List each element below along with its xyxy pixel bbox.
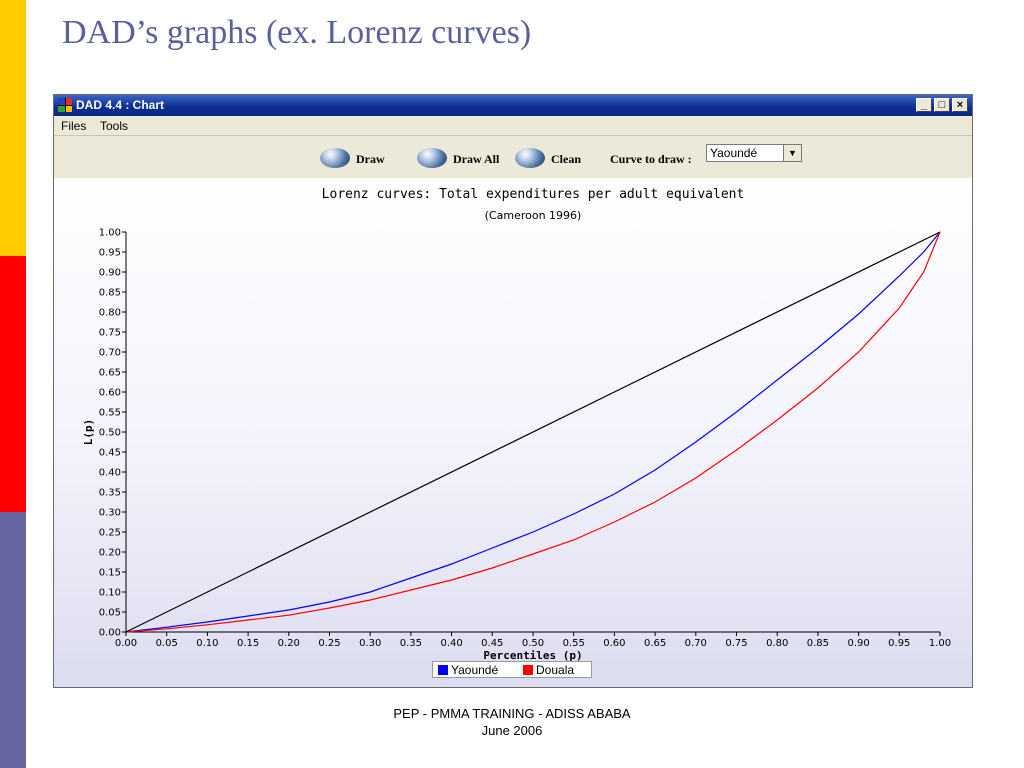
footer-line-1: PEP - PMMA TRAINING - ADISS ABABA xyxy=(393,706,631,721)
maximize-button[interactable]: □ xyxy=(934,98,950,112)
y-tick-label: 0.95 xyxy=(99,248,121,259)
dad-chart-window: DAD 4.4 : Chart _ □ × Files Tools Draw D… xyxy=(53,94,973,688)
menu-bar: Files Tools xyxy=(54,116,972,135)
y-axis-label: L(p) xyxy=(82,419,95,446)
clean-button[interactable]: Clean xyxy=(551,152,581,166)
x-tick-label: 0.40 xyxy=(440,638,462,649)
toolbar: Draw Draw All Clean Curve to draw : Yaou… xyxy=(54,135,972,178)
close-button[interactable]: × xyxy=(952,98,968,112)
lorenz-chart: Lorenz curves: Total expenditures per ad… xyxy=(82,187,951,662)
x-tick-label: 0.35 xyxy=(400,638,422,649)
y-tick-label: 0.15 xyxy=(99,568,121,579)
app-icon xyxy=(58,98,72,112)
y-tick-label: 0.10 xyxy=(99,588,121,599)
curve-select-value: Yaoundé xyxy=(710,146,758,160)
legend-label-douala: Douala xyxy=(536,663,575,677)
y-tick-label: 0.05 xyxy=(99,608,121,619)
draw-button[interactable]: Draw xyxy=(356,152,385,166)
y-tick-label: 0.50 xyxy=(99,428,121,439)
x-tick-label: 0.60 xyxy=(603,638,625,649)
stripe-red xyxy=(0,256,26,512)
y-tick-label: 0.40 xyxy=(99,468,121,479)
x-tick-label: 1.00 xyxy=(929,638,951,649)
y-tick-label: 0.70 xyxy=(99,348,121,359)
legend-swatch-yaounde xyxy=(438,665,448,675)
x-axis-label: Percentiles (p) xyxy=(483,649,582,662)
x-tick-label: 0.20 xyxy=(278,638,300,649)
footer-line-2: June 2006 xyxy=(481,723,543,738)
minimize-button[interactable]: _ xyxy=(916,98,932,112)
y-tick-label: 0.00 xyxy=(99,628,121,639)
chart-legend: Yaoundé Douala xyxy=(432,661,592,678)
x-tick-label: 0.25 xyxy=(318,638,340,649)
x-tick-label: 0.45 xyxy=(481,638,503,649)
y-tick-label: 0.75 xyxy=(99,328,121,339)
legend-label-yaounde: Yaoundé xyxy=(451,663,499,677)
window-controls: _ □ × xyxy=(916,98,968,112)
y-tick-label: 0.80 xyxy=(99,308,121,319)
x-tick-label: 0.85 xyxy=(807,638,829,649)
plot-area: Lorenz curves: Total expenditures per ad… xyxy=(54,178,972,687)
clean-ball-icon[interactable] xyxy=(515,148,545,168)
x-tick-label: 0.80 xyxy=(766,638,788,649)
y-tick-label: 0.25 xyxy=(99,528,121,539)
curve-select[interactable]: Yaoundé ▼ xyxy=(706,144,802,162)
y-tick-label: 0.35 xyxy=(99,488,121,499)
chart-subtitle: (Cameroon 1996) xyxy=(485,209,582,222)
series-line-douala xyxy=(125,231,941,633)
series-line-yaounde xyxy=(125,231,941,633)
y-tick-label: 0.85 xyxy=(99,288,121,299)
draw-ball-icon[interactable] xyxy=(320,148,350,168)
x-tick-label: 0.90 xyxy=(847,638,869,649)
y-tick-label: 0.20 xyxy=(99,548,121,559)
y-tick-label: 0.55 xyxy=(99,408,121,419)
x-tick-label: 0.75 xyxy=(725,638,747,649)
y-tick-label: 0.65 xyxy=(99,368,121,379)
slide-title: DAD’s graphs (ex. Lorenz curves) xyxy=(62,14,532,51)
x-tick-label: 0.30 xyxy=(359,638,381,649)
x-tick-label: 0.00 xyxy=(115,638,137,649)
y-tick-label: 0.45 xyxy=(99,448,121,459)
y-tick-label: 1.00 xyxy=(99,228,121,239)
y-tick-label: 0.90 xyxy=(99,268,121,279)
x-tick-label: 0.05 xyxy=(156,638,178,649)
menu-tools[interactable]: Tools xyxy=(100,119,129,133)
window-titlebar[interactable]: DAD 4.4 : Chart _ □ × xyxy=(54,95,972,116)
x-tick-label: 0.55 xyxy=(563,638,585,649)
y-tick-label: 0.30 xyxy=(99,508,121,519)
x-tick-label: 0.65 xyxy=(644,638,666,649)
x-tick-label: 0.50 xyxy=(522,638,544,649)
stripe-yellow xyxy=(0,0,26,256)
menu-files[interactable]: Files xyxy=(61,119,87,133)
draw-all-button[interactable]: Draw All xyxy=(453,152,500,166)
x-tick-label: 0.95 xyxy=(888,638,910,649)
chevron-down-icon[interactable]: ▼ xyxy=(783,145,801,161)
window-title: DAD 4.4 : Chart xyxy=(76,98,165,112)
legend-swatch-douala xyxy=(523,665,533,675)
x-tick-label: 0.10 xyxy=(196,638,218,649)
chart-title: Lorenz curves: Total expenditures per ad… xyxy=(322,187,745,202)
equality-line xyxy=(125,231,941,633)
y-tick-label: 0.60 xyxy=(99,388,121,399)
x-tick-label: 0.15 xyxy=(237,638,259,649)
draw-all-ball-icon[interactable] xyxy=(417,148,447,168)
stripe-slate xyxy=(0,512,26,768)
curve-to-draw-label: Curve to draw : xyxy=(610,152,692,166)
x-tick-label: 0.70 xyxy=(685,638,707,649)
